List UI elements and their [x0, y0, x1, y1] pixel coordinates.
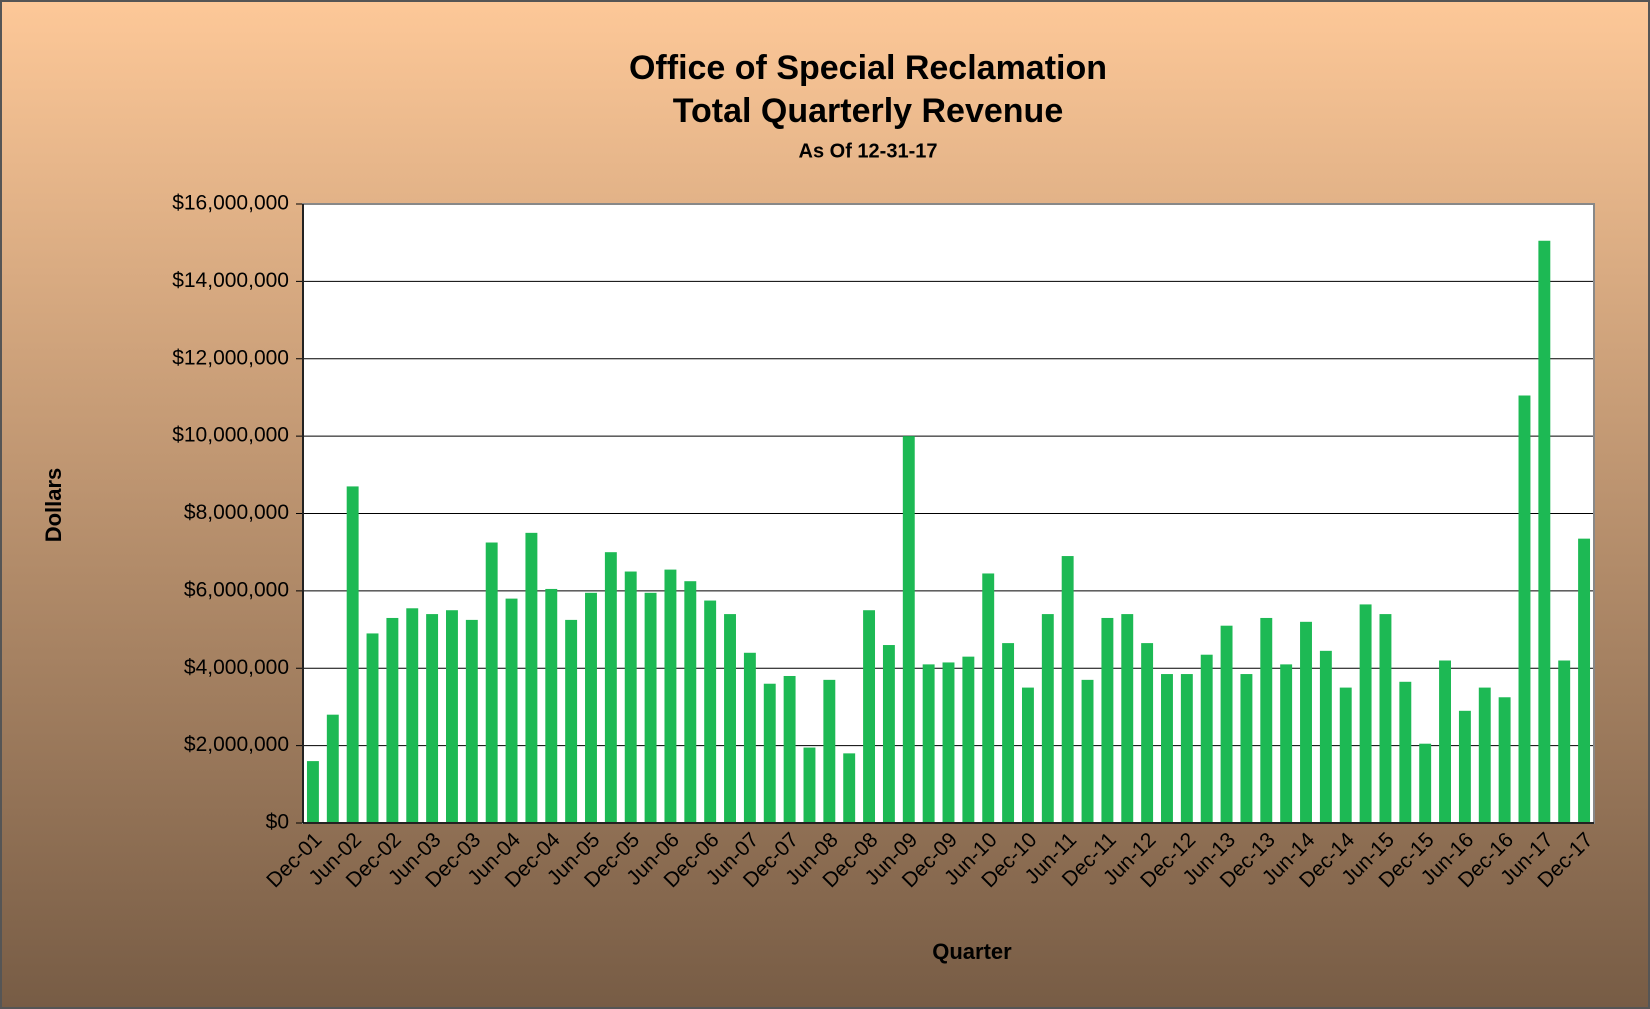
bar: [406, 608, 419, 823]
bar: [485, 542, 498, 823]
bar: [1319, 650, 1332, 823]
bar: [1260, 617, 1273, 823]
bar: [446, 610, 458, 823]
bar: [763, 683, 776, 823]
bar: [565, 619, 578, 823]
bar: [1220, 625, 1233, 823]
bar: [882, 645, 895, 823]
y-tick-label: $4,000,000: [184, 656, 289, 679]
bar: [545, 588, 558, 823]
bar: [1101, 617, 1114, 823]
bar: [684, 581, 697, 823]
bar: [1498, 697, 1511, 823]
bar: [1300, 621, 1312, 823]
bar: [922, 664, 935, 823]
bar: [1359, 604, 1372, 823]
bar: [1061, 556, 1074, 823]
x-axis-label: Quarter: [932, 939, 1012, 964]
bar: [942, 662, 955, 823]
bar: [326, 714, 339, 823]
bar: [1399, 681, 1412, 823]
bar: [1558, 660, 1571, 823]
bar: [1578, 538, 1591, 823]
bar: [664, 569, 677, 823]
bar: [982, 573, 995, 823]
y-tick-label: $14,000,000: [172, 269, 289, 292]
bar: [1180, 674, 1193, 823]
bar: [525, 532, 538, 823]
y-tick-label: $6,000,000: [184, 578, 289, 601]
y-tick-label: $0: [266, 811, 289, 834]
bar: [1041, 614, 1054, 823]
bar: [803, 747, 816, 823]
bar: [306, 761, 319, 823]
bar: [704, 600, 717, 823]
bar: [1141, 643, 1154, 823]
y-tick-label: $16,000,000: [172, 192, 289, 215]
chart-title: Office of Special Reclamation: [629, 49, 1107, 87]
bar: [1518, 395, 1531, 823]
bar: [465, 619, 478, 823]
bar: [624, 571, 637, 823]
y-axis-label: Dollars: [41, 468, 66, 543]
bar: [1200, 654, 1213, 823]
bar: [1161, 674, 1173, 823]
bar: [1458, 710, 1471, 823]
bar: [783, 675, 796, 823]
chart-subtitle: Total Quarterly Revenue: [673, 92, 1064, 130]
bar: [1081, 679, 1094, 823]
bar: [604, 552, 617, 823]
bar: [1240, 674, 1253, 823]
bar: [505, 598, 518, 823]
bar: [863, 610, 876, 823]
bar: [1121, 614, 1134, 823]
bar: [1379, 614, 1392, 823]
bar: [1538, 240, 1551, 824]
y-tick-label: $2,000,000: [184, 733, 289, 756]
bar: [426, 614, 439, 823]
bar: [902, 436, 915, 823]
bar: [1339, 687, 1352, 823]
bar: [1002, 643, 1015, 823]
bar: [843, 753, 856, 823]
bar: [724, 614, 736, 823]
bar: [1021, 687, 1034, 823]
chart-note: As Of 12-31-17: [799, 140, 938, 162]
y-tick-label: $12,000,000: [172, 346, 289, 369]
bar: [585, 592, 597, 823]
bar: [823, 679, 836, 823]
bar: [386, 617, 399, 823]
bar: [1419, 743, 1432, 823]
bar: [743, 652, 756, 823]
bar: [346, 486, 359, 823]
y-tick-label: $10,000,000: [172, 424, 289, 447]
bar: [962, 656, 975, 823]
bar: [1439, 660, 1451, 823]
y-tick-label: $8,000,000: [184, 501, 289, 524]
bar: [644, 592, 657, 823]
bar: [1280, 664, 1293, 823]
bar: [366, 633, 379, 823]
bar: [1478, 687, 1491, 823]
